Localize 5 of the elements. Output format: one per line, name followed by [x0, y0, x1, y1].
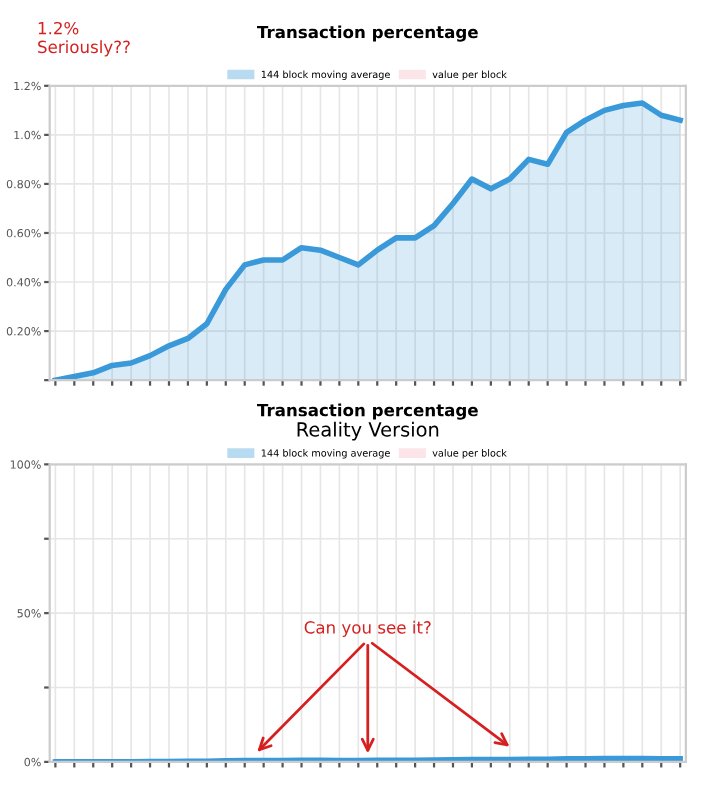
- chart-subtitle: Reality Version: [297, 421, 439, 441]
- chart-title: Transaction percentage: [257, 25, 478, 42]
- chart-title: Transaction percentage: [257, 403, 478, 420]
- annotation: Can you see it?: [304, 620, 431, 637]
- text: 1.2% Seriously??: [38, 21, 130, 57]
